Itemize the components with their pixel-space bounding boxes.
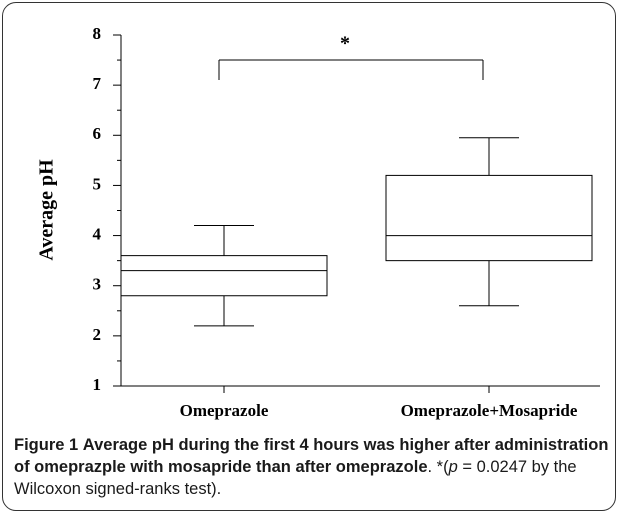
y-tick-label: 1	[93, 375, 102, 394]
caption-italic: p	[448, 458, 458, 476]
box	[385, 174, 593, 262]
frame	[2, 2, 616, 511]
caption-bold: Average pH during the first 4 hours was …	[14, 436, 609, 476]
x-tick-label: Omeprazole+Mosapride	[401, 401, 578, 420]
y-tick-label: 8	[93, 24, 102, 43]
y-tick-label: 5	[93, 174, 102, 193]
caption-text: . *(	[427, 458, 449, 476]
y-tick-label: 6	[93, 124, 102, 143]
y-tick-label: 7	[93, 74, 102, 93]
y-tick-label: 3	[93, 275, 102, 294]
significance-star: *	[340, 33, 350, 55]
y-tick-label: 4	[93, 224, 102, 243]
y-axis-label: Average pH	[36, 159, 58, 261]
chart: Average pH * 1 2 3 4 5 6 7 8 Omeprazole Omeprazol…	[36, 24, 600, 420]
caption-label: Figure 1	[14, 436, 79, 454]
box	[120, 255, 328, 297]
x-tick-label: Omeprazole	[180, 401, 269, 420]
y-tick-label: 2	[93, 325, 102, 344]
caption-text: = 0.0247 by the Wilcoxon signed-ranks te…	[14, 458, 577, 498]
caption: Figure 1 Average pH during the first 4 h…	[14, 434, 610, 500]
